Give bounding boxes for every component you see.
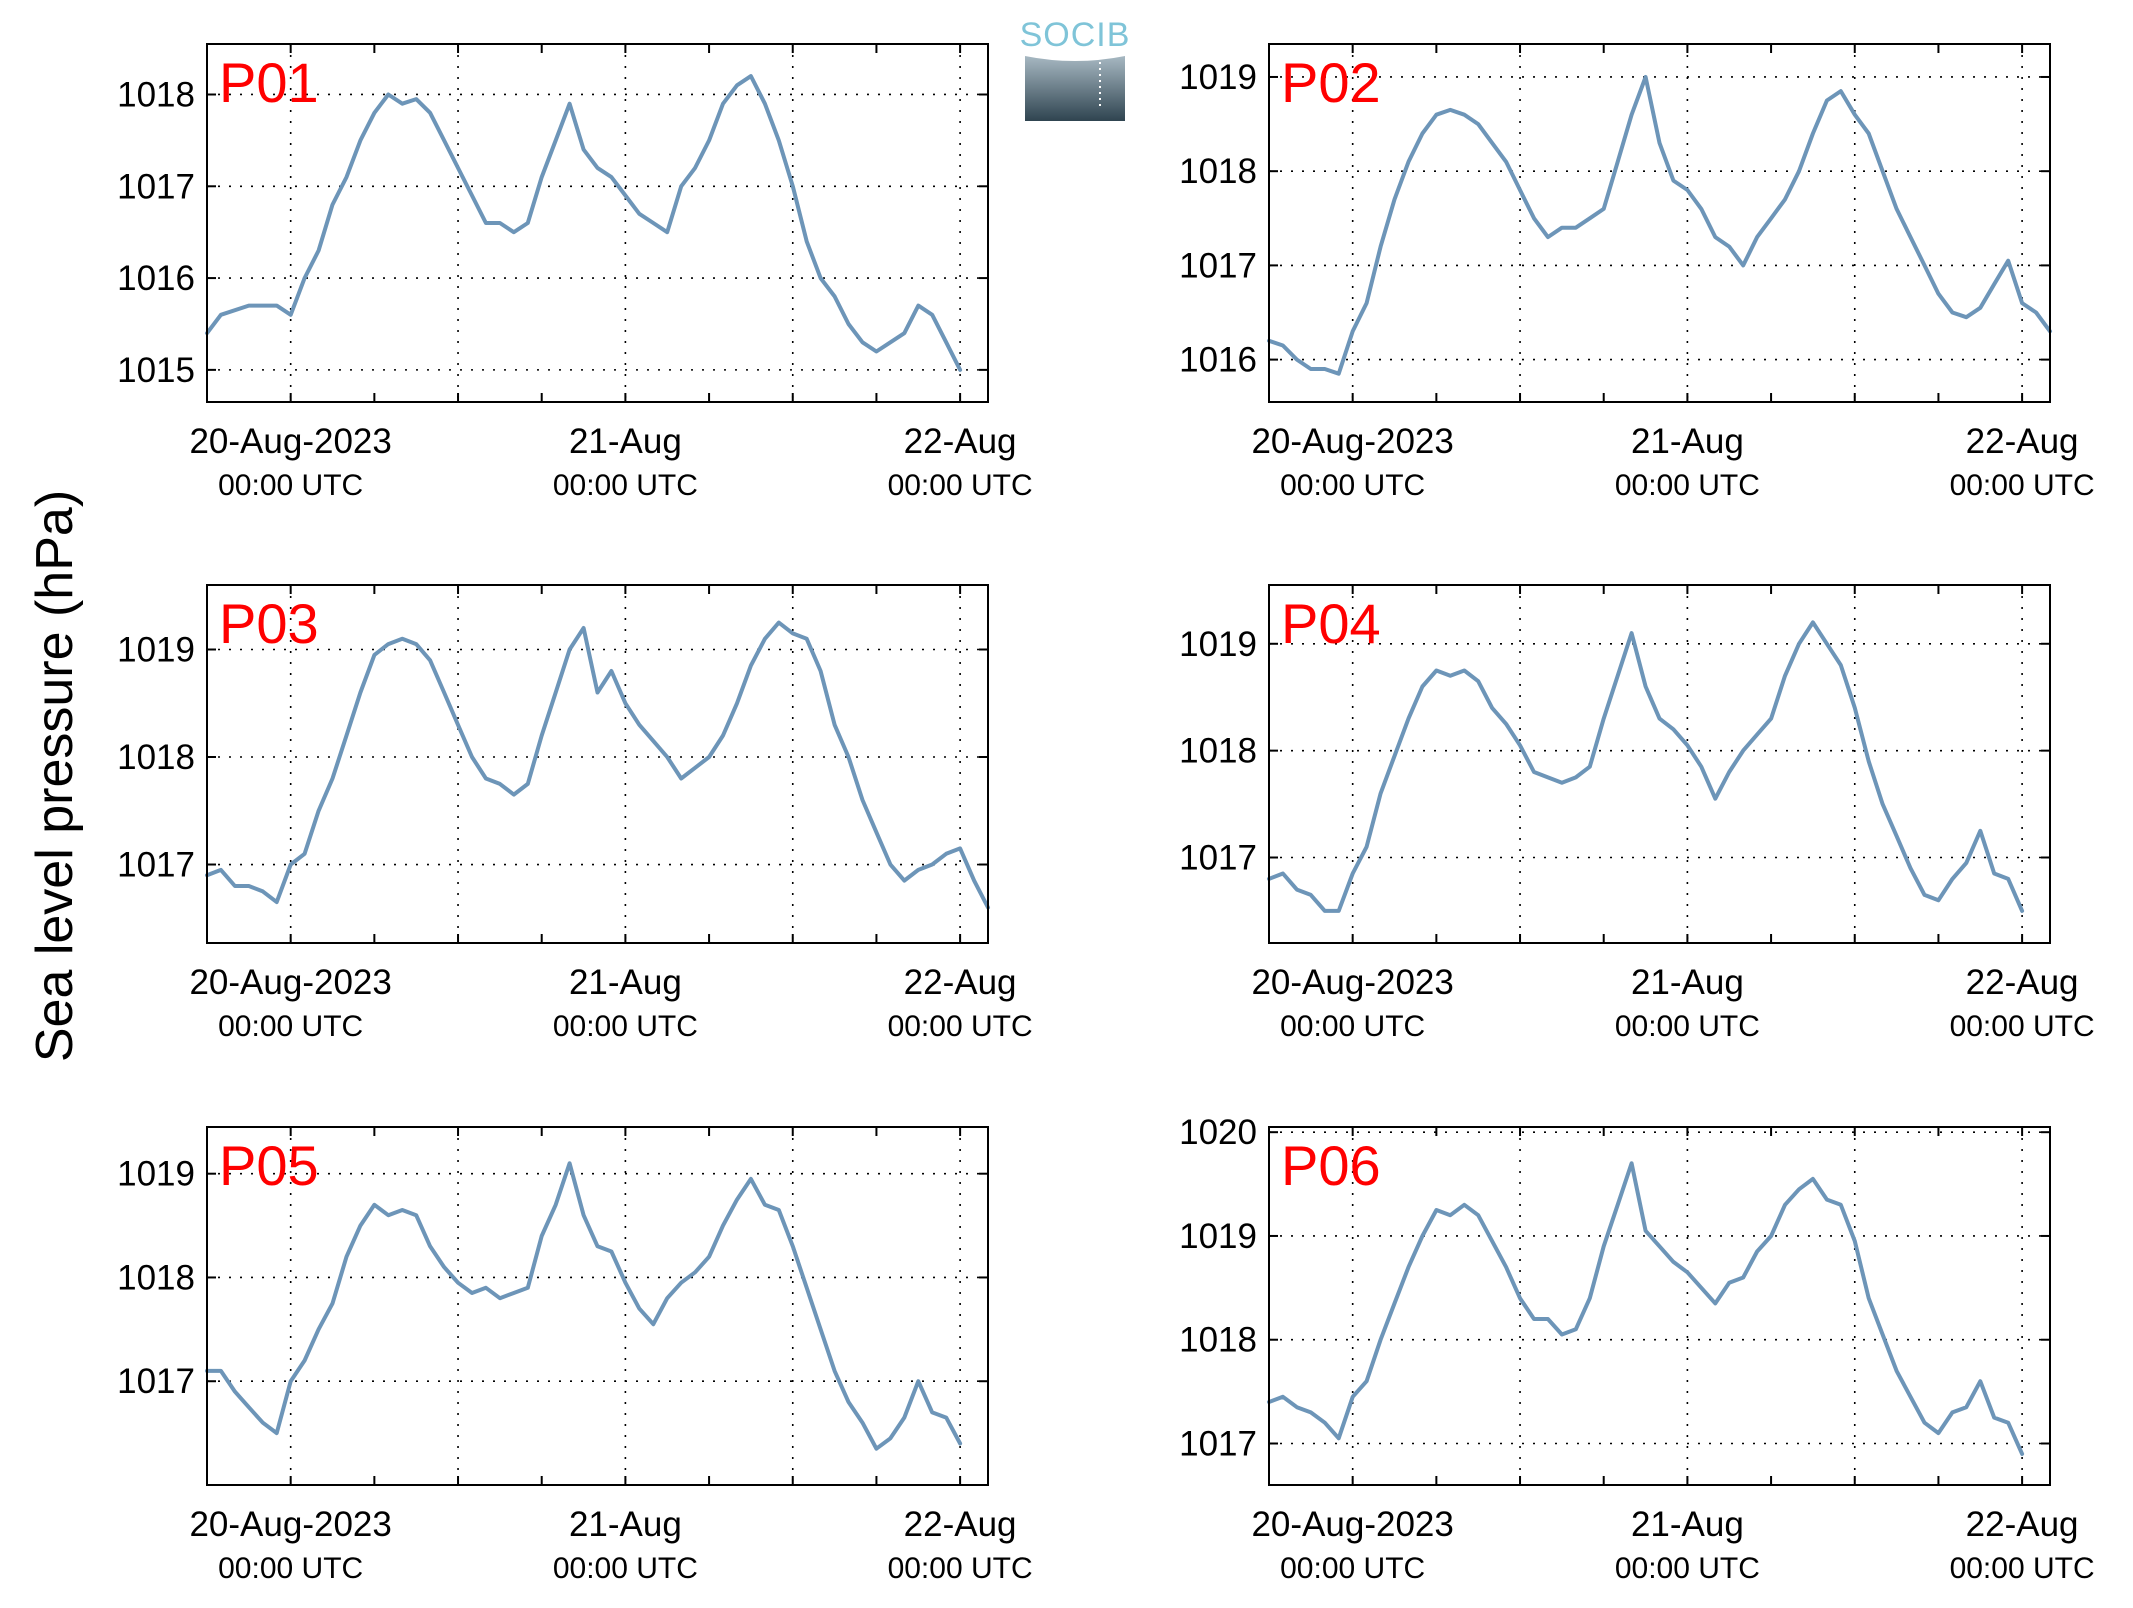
series-line-p02 — [1267, 75, 2052, 376]
x-tick-label-date: 20-Aug-2023 — [189, 422, 391, 461]
axes-frame — [206, 43, 989, 403]
x-tick-label-time: 00:00 UTC — [553, 469, 698, 502]
x-tick-label-time: 00:00 UTC — [1950, 469, 2095, 502]
x-tick-label-date: 22-Aug — [1966, 422, 2079, 461]
series-line-p03 — [205, 620, 990, 910]
y-tick-label: 1020 — [1179, 1113, 1257, 1152]
x-tick-label-date: 21-Aug — [569, 963, 682, 1002]
series-line-p04 — [1267, 620, 2025, 913]
x-tick-label-date: 22-Aug — [1966, 1505, 2079, 1544]
socib-logo-text: SOCIB — [1020, 16, 1131, 54]
y-tick-label: 1019 — [1179, 625, 1257, 664]
y-axis-label: Sea level pressure (hPa) — [26, 490, 84, 1062]
x-tick-label-time: 00:00 UTC — [1615, 1010, 1760, 1043]
x-tick-label-time: 00:00 UTC — [553, 1010, 698, 1043]
x-tick-label-time: 00:00 UTC — [218, 1010, 363, 1043]
x-tick-label-time: 00:00 UTC — [218, 469, 363, 502]
x-tick-label-time: 00:00 UTC — [1280, 469, 1425, 502]
panel-label: P04 — [1281, 592, 1381, 655]
x-tick-label-time: 00:00 UTC — [888, 1010, 1033, 1043]
x-tick-label-date: 22-Aug — [904, 422, 1017, 461]
x-tick-label-date: 20-Aug-2023 — [1251, 963, 1453, 1002]
x-tick-label-date: 21-Aug — [569, 1505, 682, 1544]
socib-logo-mark — [1025, 56, 1125, 121]
series-line-p01 — [205, 74, 963, 372]
x-tick-label-time: 00:00 UTC — [1950, 1010, 2095, 1043]
panel-p04: 1017 1018 1019 20-Aug-2023 00:00 UTC 21-Aug 00… — [1179, 584, 2095, 1043]
y-tick-label: 1018 — [1179, 1321, 1257, 1360]
socib-logo: SOCIB — [1020, 16, 1131, 121]
x-tick-label-time: 00:00 UTC — [1950, 1552, 2095, 1585]
panel-label: P02 — [1281, 51, 1381, 114]
x-tick-label-date: 22-Aug — [1966, 963, 2079, 1002]
panel-p05: 1017 1018 1019 20-Aug-2023 00:00 UTC 21-Aug 00… — [117, 1126, 1033, 1585]
x-tick-label-date: 21-Aug — [1631, 1505, 1744, 1544]
y-tick-label: 1018 — [1179, 152, 1257, 191]
panels: 1015 1016 1017 1018 20-Aug-2023 00:00 UTC 21-A… — [117, 43, 2095, 1585]
panel-p01: 1015 1016 1017 1018 20-Aug-2023 00:00 UTC 21-A… — [117, 43, 1033, 502]
x-tick-label-date: 22-Aug — [904, 1505, 1017, 1544]
y-tick-label: 1016 — [1179, 341, 1257, 380]
x-tick-label-date: 20-Aug-2023 — [189, 1505, 391, 1544]
x-tick-label-date: 22-Aug — [904, 963, 1017, 1002]
x-tick-label-date: 21-Aug — [1631, 963, 1744, 1002]
panel-p02: 1016 1017 1018 1019 20-Aug-2023 00:00 UTC 21-A… — [1179, 43, 2095, 502]
panel-label: P03 — [219, 592, 319, 655]
panel-label: P05 — [219, 1134, 319, 1197]
x-tick-label-time: 00:00 UTC — [1615, 469, 1760, 502]
x-tick-label-time: 00:00 UTC — [1615, 1552, 1760, 1585]
y-tick-label: 1018 — [117, 738, 195, 777]
panel-label: P06 — [1281, 1134, 1381, 1197]
x-tick-label-time: 00:00 UTC — [1280, 1010, 1425, 1043]
y-tick-label: 1015 — [117, 351, 195, 390]
panel-p03: 1017 1018 1019 20-Aug-2023 00:00 UTC 21-Aug 00… — [117, 584, 1033, 1043]
x-tick-label-time: 00:00 UTC — [888, 469, 1033, 502]
y-tick-label: 1017 — [1179, 839, 1257, 878]
y-tick-label: 1017 — [117, 167, 195, 206]
y-tick-label: 1016 — [117, 259, 195, 298]
y-tick-label: 1018 — [117, 75, 195, 114]
x-tick-label-time: 00:00 UTC — [888, 1552, 1033, 1585]
panel-label: P01 — [219, 51, 319, 114]
y-tick-label: 1019 — [117, 1155, 195, 1194]
y-tick-label: 1019 — [1179, 1217, 1257, 1256]
series-line-p05 — [205, 1161, 963, 1451]
y-tick-label: 1018 — [117, 1258, 195, 1297]
x-tick-label-date: 20-Aug-2023 — [1251, 422, 1453, 461]
axes-frame — [1268, 43, 2051, 403]
y-tick-label: 1019 — [117, 631, 195, 670]
x-tick-label-time: 00:00 UTC — [553, 1552, 698, 1585]
y-tick-label: 1017 — [1179, 246, 1257, 285]
axes-frame — [206, 1126, 989, 1486]
y-tick-label: 1017 — [1179, 1424, 1257, 1463]
x-tick-label-date: 20-Aug-2023 — [1251, 1505, 1453, 1544]
axes-frame — [206, 584, 989, 944]
y-tick-label: 1018 — [1179, 732, 1257, 771]
x-tick-label-date: 21-Aug — [1631, 422, 1744, 461]
x-tick-label-time: 00:00 UTC — [1280, 1552, 1425, 1585]
x-tick-label-time: 00:00 UTC — [218, 1552, 363, 1585]
axes-frame — [1268, 584, 2051, 944]
y-tick-label: 1017 — [117, 1362, 195, 1401]
x-tick-label-date: 20-Aug-2023 — [189, 963, 391, 1002]
series-line-p06 — [1267, 1161, 2025, 1456]
panel-p06: 1017 1018 1019 1020 20-Aug-2023 00:00 UTC 21-A… — [1179, 1113, 2095, 1585]
axes-frame — [1268, 1126, 2051, 1486]
x-tick-label-date: 21-Aug — [569, 422, 682, 461]
y-tick-label: 1019 — [1179, 58, 1257, 97]
y-tick-label: 1017 — [117, 846, 195, 885]
